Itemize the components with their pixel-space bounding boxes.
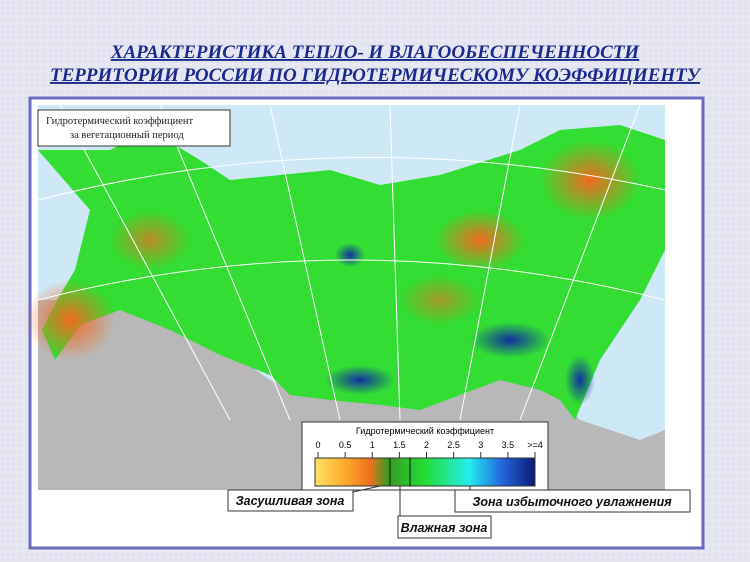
map-caption: за вегетационный период [70,130,184,141]
color-bar [314,457,536,487]
zone-box [397,515,492,539]
zone-box [227,489,354,512]
legend-tick-label: 0 [315,440,320,450]
caption-box [37,109,231,147]
zone-box [454,489,691,513]
title-line: ХАРАКТЕРИСТИКА ТЕПЛО- И ВЛАГООБЕСПЕЧЕННО… [110,42,641,63]
legend-tick-label: 1 [370,440,375,450]
legend-tick-label: >=4 [527,440,543,450]
map-caption: Гидротермический коэффициент [46,116,193,127]
pointer [352,485,381,493]
legend-tick-label: 0.5 [339,440,352,450]
zone-label: Зона избыточного увлажнения [472,495,672,509]
zone-label: Влажная зона [401,521,488,535]
legend-tick-label: 2.5 [447,440,460,450]
legend-tick-label: 2 [424,440,429,450]
legend-tick-label: 3 [478,440,483,450]
map [25,104,666,490]
zone-label: Засушливая зона [236,494,345,508]
title-line: ТЕРРИТОРИИ РОССИИ ПО ГИДРОТЕРМИЧЕСКОМУ К… [50,65,702,86]
legend-tick-label: 1.5 [393,440,406,450]
legend-tick-label: 3.5 [502,440,515,450]
legend: Гидротермический коэффициент 0 0.5 1 1.5 2 2.… [301,421,549,491]
legend-title: Гидротермический коэффициент [356,426,494,436]
zone-labels: Засушливая зона Влажная зона Зона избыто… [227,485,691,539]
